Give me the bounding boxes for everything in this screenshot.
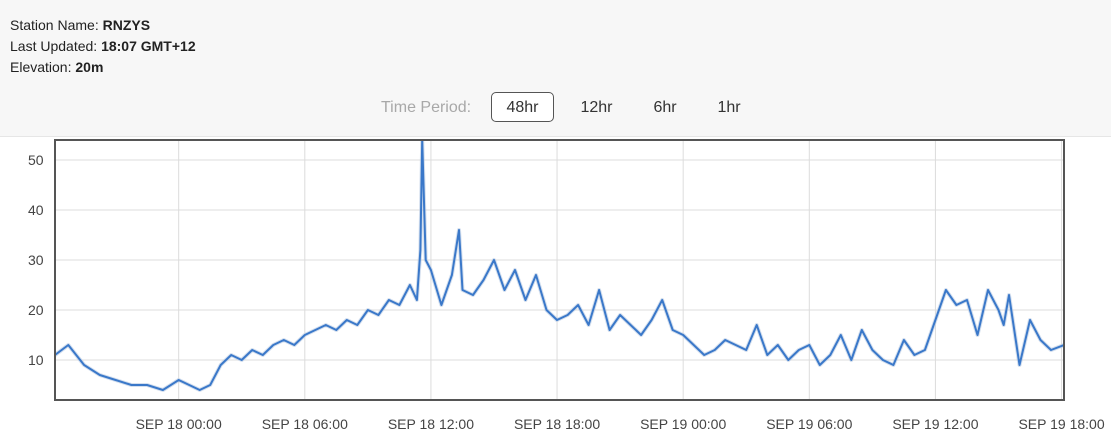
period-button-1hr[interactable]: 1hr	[717, 99, 741, 116]
x-tick-label: SEP 19 00:00	[640, 416, 726, 432]
elevation-value: 20m	[75, 59, 104, 75]
y-tick-label: 10	[28, 352, 44, 368]
x-tick-label: SEP 19 18:00	[1018, 416, 1104, 432]
elevation-label: Elevation:	[10, 59, 72, 75]
elevation-line: Elevation: 20m	[10, 59, 103, 76]
wind-chart: 10 20 30 40 50 SEP 18 00:00 SEP 18 06:00 SEP 18…	[28, 139, 1105, 432]
period-button-12hr[interactable]: 12hr	[580, 99, 613, 116]
station-name-label: Station Name:	[10, 17, 99, 33]
y-tick-label: 30	[28, 252, 44, 268]
x-tick-label: SEP 19 06:00	[766, 416, 852, 432]
y-tick-label: 40	[28, 202, 44, 218]
station-name-line: Station Name: RNZYS	[10, 17, 150, 34]
plot-frame	[54, 139, 1065, 401]
series-line	[55, 140, 1064, 391]
x-tick-label: SEP 18 06:00	[262, 416, 348, 432]
period-button-6hr[interactable]: 6hr	[653, 99, 677, 116]
last-updated-line: Last Updated: 18:07 GMT+12	[10, 38, 196, 55]
y-tick-label: 50	[28, 152, 44, 168]
station-name-value: RNZYS	[102, 17, 151, 33]
last-updated-value: 18:07 GMT+12	[101, 38, 196, 54]
x-tick-label: SEP 18 18:00	[514, 416, 600, 432]
x-tick-label: SEP 18 00:00	[136, 416, 222, 432]
x-tick-label: SEP 19 12:00	[892, 416, 978, 432]
time-period-label: Time Period:	[381, 99, 472, 116]
y-tick-label: 20	[28, 302, 44, 318]
period-button-48hr[interactable]: 48hr	[491, 92, 554, 122]
station-header: Station Name: RNZYS Last Updated: 18:07 …	[0, 0, 1111, 137]
time-period-selector: Time Period: 48hr 12hr 6hr 1hr	[0, 92, 1111, 124]
last-updated-label: Last Updated:	[10, 38, 98, 54]
x-tick-label: SEP 18 12:00	[388, 416, 474, 432]
